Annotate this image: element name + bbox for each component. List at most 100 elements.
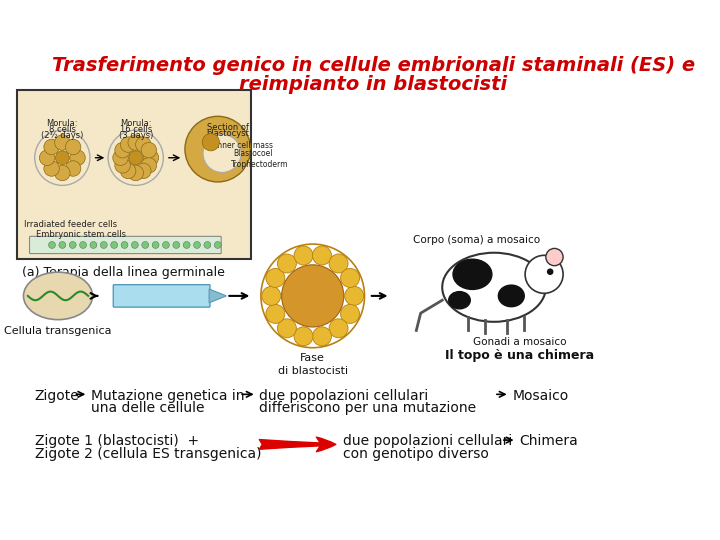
Text: (3 days): (3 days)	[119, 131, 153, 140]
Text: 8 cells: 8 cells	[49, 125, 76, 133]
Circle shape	[129, 151, 143, 165]
Text: Zigote 2 (cellula ES transgenica): Zigote 2 (cellula ES transgenica)	[35, 447, 261, 461]
Circle shape	[44, 139, 59, 155]
Circle shape	[203, 134, 241, 172]
Circle shape	[55, 135, 70, 150]
FancyArrowPatch shape	[259, 437, 336, 451]
Text: Trophectoderm: Trophectoderm	[230, 160, 288, 169]
Circle shape	[262, 286, 281, 306]
Circle shape	[277, 319, 297, 338]
Text: Mosaico: Mosaico	[512, 389, 568, 403]
Circle shape	[525, 255, 563, 293]
Circle shape	[70, 150, 85, 165]
Text: Gonadi a mosaico: Gonadi a mosaico	[473, 338, 567, 347]
Circle shape	[120, 137, 136, 152]
Circle shape	[194, 241, 200, 248]
Text: con genotipo diverso: con genotipo diverso	[343, 447, 489, 461]
Text: Cellula transgenica: Cellula transgenica	[4, 326, 112, 336]
Circle shape	[135, 163, 151, 179]
Text: blastocyst: blastocyst	[207, 129, 250, 138]
Circle shape	[215, 241, 221, 248]
Circle shape	[128, 135, 143, 150]
Text: 16 cells: 16 cells	[120, 125, 152, 133]
Circle shape	[114, 158, 130, 173]
Text: differiscono per una mutazione: differiscono per una mutazione	[259, 401, 477, 415]
Circle shape	[341, 268, 359, 287]
Text: Irradiated feeder cells: Irradiated feeder cells	[24, 220, 117, 229]
Circle shape	[202, 133, 220, 151]
Circle shape	[152, 241, 159, 248]
Text: Trasferimento genico in cellule embrionali staminali (ES) e: Trasferimento genico in cellule embriona…	[52, 56, 695, 75]
Polygon shape	[209, 289, 226, 303]
Circle shape	[44, 161, 59, 176]
Text: reimpianto in blastocisti: reimpianto in blastocisti	[239, 75, 507, 94]
FancyBboxPatch shape	[30, 237, 221, 254]
Text: Morula:: Morula:	[47, 119, 78, 127]
Circle shape	[266, 268, 285, 287]
Circle shape	[120, 163, 136, 179]
Circle shape	[312, 246, 331, 265]
FancyBboxPatch shape	[17, 90, 251, 259]
Ellipse shape	[449, 292, 470, 309]
Circle shape	[277, 254, 297, 273]
Circle shape	[55, 151, 69, 165]
Ellipse shape	[442, 253, 546, 322]
Circle shape	[90, 241, 97, 248]
Circle shape	[69, 241, 76, 248]
Text: Section of: Section of	[207, 123, 249, 132]
Circle shape	[141, 158, 157, 173]
Text: due popolazioni cellulari: due popolazioni cellulari	[259, 389, 428, 403]
Circle shape	[114, 143, 130, 158]
Circle shape	[48, 241, 55, 248]
Circle shape	[183, 241, 190, 248]
Circle shape	[132, 241, 138, 248]
Circle shape	[266, 305, 285, 323]
Circle shape	[66, 161, 81, 176]
Circle shape	[547, 269, 553, 274]
Circle shape	[59, 241, 66, 248]
Circle shape	[312, 327, 331, 346]
Text: Il topo è una chimera: Il topo è una chimera	[446, 349, 595, 362]
Text: Morula:: Morula:	[120, 119, 151, 127]
Circle shape	[100, 241, 107, 248]
Circle shape	[329, 254, 348, 273]
Text: Fase
di blastocisti: Fase di blastocisti	[278, 353, 348, 376]
Circle shape	[143, 150, 158, 165]
Circle shape	[163, 241, 169, 248]
Circle shape	[80, 241, 86, 248]
Circle shape	[341, 305, 359, 323]
Circle shape	[40, 150, 55, 165]
Text: due popolazioni cellulari: due popolazioni cellulari	[343, 434, 512, 448]
Circle shape	[111, 241, 117, 248]
Circle shape	[294, 246, 313, 265]
Ellipse shape	[498, 285, 524, 307]
Ellipse shape	[453, 259, 492, 289]
Circle shape	[55, 165, 70, 181]
Circle shape	[135, 137, 151, 152]
Text: Zigote 1 (blastocisti)  +: Zigote 1 (blastocisti) +	[35, 434, 199, 448]
Text: Inner cell mass: Inner cell mass	[215, 141, 273, 150]
Circle shape	[282, 265, 344, 327]
Circle shape	[204, 241, 211, 248]
Circle shape	[329, 319, 348, 338]
Circle shape	[294, 327, 313, 346]
Text: Zigote: Zigote	[35, 389, 79, 403]
Circle shape	[142, 241, 148, 248]
Text: Corpo (soma) a mosaico: Corpo (soma) a mosaico	[413, 235, 540, 246]
Circle shape	[113, 150, 128, 165]
Circle shape	[121, 241, 128, 248]
Circle shape	[173, 241, 180, 248]
Text: Blastocoel: Blastocoel	[233, 149, 273, 158]
Circle shape	[345, 286, 364, 306]
Circle shape	[66, 139, 81, 155]
Circle shape	[141, 143, 157, 158]
Text: (2½ days): (2½ days)	[41, 131, 84, 140]
Circle shape	[128, 165, 143, 181]
Circle shape	[546, 248, 563, 266]
Text: (a) Terapia della linea germinale: (a) Terapia della linea germinale	[22, 266, 225, 279]
Text: Embryonic stem cells: Embryonic stem cells	[37, 230, 127, 239]
FancyBboxPatch shape	[113, 285, 210, 307]
Text: Chimera: Chimera	[519, 434, 578, 448]
Text: Mutazione genetica in: Mutazione genetica in	[91, 389, 244, 403]
Ellipse shape	[24, 272, 93, 320]
